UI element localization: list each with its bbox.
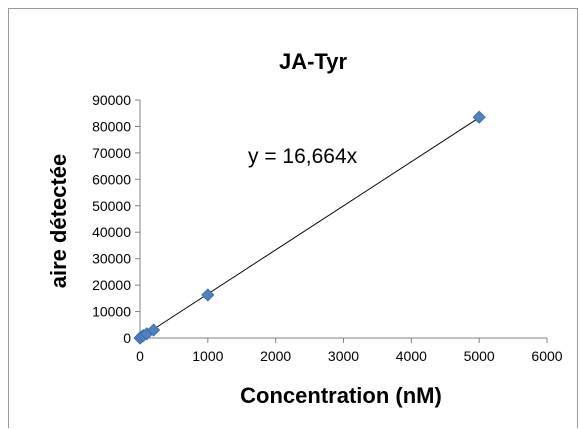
y-tick-label: 60000 — [92, 171, 131, 187]
x-tick-label: 2000 — [260, 348, 291, 364]
data-point — [201, 288, 215, 302]
scatter-chart: JA-Tyr 010000200003000040000500006000070… — [46, 49, 563, 408]
trendline-path — [139, 117, 480, 339]
data-points — [133, 110, 486, 345]
trendline-equation: y = 16,664x — [248, 145, 358, 168]
y-tick-label: 70000 — [92, 145, 131, 161]
y-tick-label: 0 — [123, 330, 131, 346]
data-point — [147, 323, 161, 337]
x-tick-label: 4000 — [396, 348, 427, 364]
y-tick-label: 20000 — [92, 277, 131, 293]
y-tick-label: 10000 — [92, 304, 131, 320]
x-axis: 0 1000 2000 3000 4000 5000 6000 — [136, 337, 563, 364]
y-tick-label: 80000 — [92, 118, 131, 134]
data-point — [472, 110, 486, 124]
trendline — [139, 117, 480, 339]
x-tick-label: 6000 — [531, 348, 562, 364]
chart-title: JA-Tyr — [279, 49, 347, 74]
chart-area: JA-Tyr 0 10000 20000 30000 40000 50000 60000 70… — [8, 8, 578, 428]
x-tick-label: 0 — [136, 348, 144, 364]
y-tick-label: 40000 — [92, 224, 131, 240]
y-axis: 0 10000 20000 30000 40000 50000 60000 70000 8000… — [92, 92, 141, 346]
y-tick-label: 90000 — [92, 92, 131, 108]
x-tick-label: 5000 — [464, 348, 495, 364]
y-tick-label: 50000 — [92, 198, 131, 214]
x-tick-label: 1000 — [192, 348, 223, 364]
x-axis-label: Concentration (nM) — [240, 383, 442, 408]
x-tick-label: 3000 — [328, 348, 359, 364]
y-axis-label: aire détectée — [46, 154, 71, 289]
y-tick-label: 30000 — [92, 251, 131, 267]
